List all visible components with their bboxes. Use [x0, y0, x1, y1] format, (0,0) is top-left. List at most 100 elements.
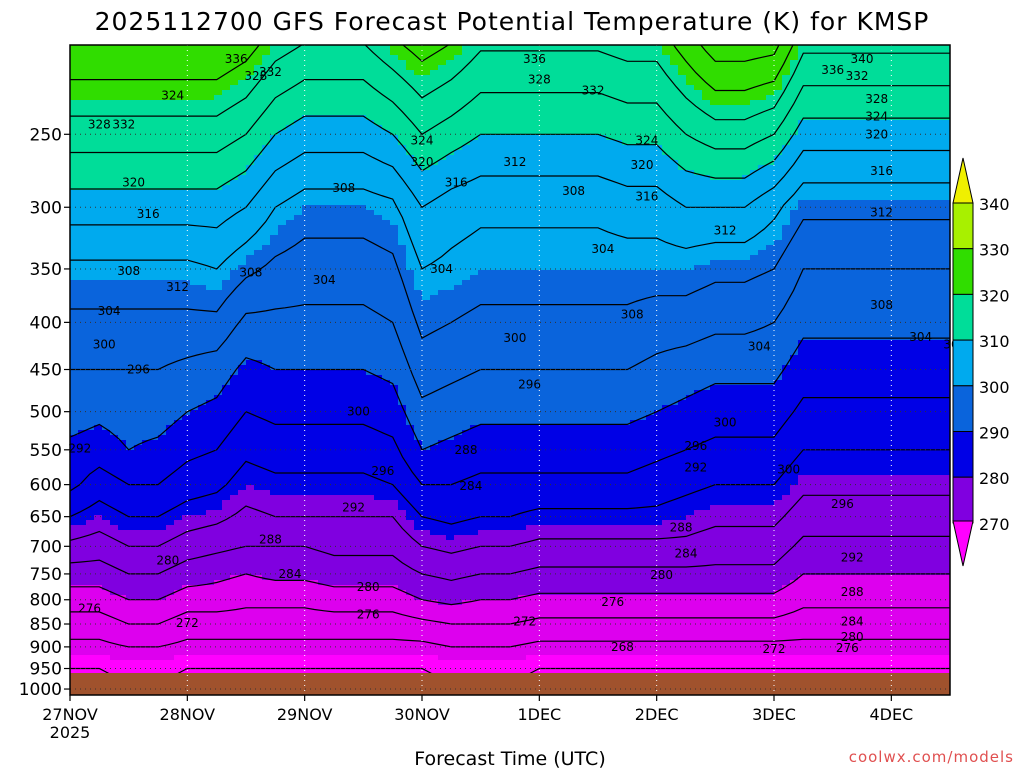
- theta-band-cell: [222, 260, 231, 266]
- theta-band-cell: [86, 235, 95, 241]
- theta-band-cell: [150, 645, 159, 651]
- theta-band-cell: [166, 585, 175, 591]
- theta-band-cell: [342, 445, 351, 451]
- theta-band-cell: [230, 360, 239, 366]
- theta-band-cell: [86, 365, 95, 371]
- theta-band-cell: [190, 240, 199, 246]
- theta-band-cell: [70, 310, 79, 316]
- theta-band-cell: [94, 360, 103, 366]
- theta-band-cell: [246, 385, 255, 391]
- theta-band-cell: [262, 550, 271, 556]
- theta-band-cell: [366, 225, 375, 231]
- theta-band-cell: [102, 185, 111, 191]
- theta-band-cell: [214, 310, 223, 316]
- theta-band-cell: [246, 500, 255, 506]
- theta-band-cell: [270, 485, 279, 491]
- theta-band-cell: [294, 365, 303, 371]
- theta-band-cell: [134, 630, 143, 636]
- theta-band-cell: [78, 570, 87, 576]
- theta-band-cell: [206, 45, 215, 51]
- theta-band-cell: [166, 660, 175, 666]
- theta-band-cell: [302, 155, 311, 161]
- theta-band-cell: [278, 150, 287, 156]
- theta-band-cell: [78, 425, 87, 431]
- theta-band-cell: [358, 405, 367, 411]
- theta-band-cell: [350, 570, 359, 576]
- theta-band-cell: [358, 295, 367, 301]
- theta-band-cell: [318, 315, 327, 321]
- theta-band-cell: [254, 370, 263, 376]
- theta-band-cell: [198, 255, 207, 261]
- theta-band-cell: [198, 410, 207, 416]
- theta-band-cell: [334, 530, 343, 536]
- theta-band-cell: [78, 180, 87, 186]
- theta-band-cell: [294, 500, 303, 506]
- theta-band-cell: [294, 325, 303, 331]
- theta-band-cell: [286, 260, 295, 266]
- theta-band-cell: [118, 70, 127, 76]
- theta-band-cell: [270, 505, 279, 511]
- theta-band-cell: [222, 485, 231, 491]
- theta-band-cell: [334, 60, 343, 66]
- theta-band-cell: [358, 535, 367, 541]
- theta-band-cell: [326, 125, 335, 131]
- theta-band-cell: [350, 665, 359, 671]
- theta-band-cell: [350, 155, 359, 161]
- theta-band-cell: [294, 270, 303, 276]
- theta-band-cell: [94, 665, 103, 671]
- theta-band-cell: [222, 660, 231, 666]
- theta-band-cell: [118, 355, 127, 361]
- theta-band-cell: [310, 50, 319, 56]
- theta-band-cell: [86, 590, 95, 596]
- theta-band-cell: [110, 525, 119, 531]
- theta-band-cell: [190, 75, 199, 81]
- theta-band-cell: [334, 275, 343, 281]
- theta-band-cell: [294, 590, 303, 596]
- theta-band-cell: [174, 330, 183, 336]
- theta-band-cell: [358, 135, 367, 141]
- theta-band-cell: [342, 495, 351, 501]
- theta-band-cell: [182, 430, 191, 436]
- theta-band-cell: [326, 60, 335, 66]
- theta-band-cell: [142, 405, 151, 411]
- theta-band-cell: [214, 485, 223, 491]
- theta-band-cell: [358, 290, 367, 296]
- theta-band-cell: [342, 130, 351, 136]
- theta-band-cell: [70, 575, 79, 581]
- theta-band-cell: [102, 165, 111, 171]
- theta-band-cell: [326, 50, 335, 56]
- theta-band-cell: [358, 105, 367, 111]
- theta-band-cell: [222, 160, 231, 166]
- theta-band-cell: [150, 180, 159, 186]
- theta-band-cell: [86, 505, 95, 511]
- theta-band-cell: [150, 70, 159, 76]
- theta-band-cell: [190, 535, 199, 541]
- theta-band-cell: [334, 560, 343, 566]
- chart-title: 2025112700 GFS Forecast Potential Temper…: [95, 7, 930, 36]
- theta-band-cell: [350, 505, 359, 511]
- theta-band-cell: [126, 605, 135, 611]
- theta-band-cell: [318, 610, 327, 616]
- theta-band-cell: [78, 485, 87, 491]
- theta-band-cell: [230, 565, 239, 571]
- theta-band-cell: [366, 130, 375, 136]
- theta-band-cell: [254, 70, 263, 76]
- theta-band-cell: [310, 345, 319, 351]
- theta-band-cell: [134, 185, 143, 191]
- theta-band-cell: [214, 60, 223, 66]
- theta-band-cell: [142, 330, 151, 336]
- theta-band-cell: [334, 115, 343, 121]
- theta-band-cell: [94, 660, 103, 666]
- theta-band-cell: [270, 440, 279, 446]
- theta-band-cell: [310, 55, 319, 61]
- theta-band-cell: [190, 245, 199, 251]
- theta-band-cell: [206, 455, 215, 461]
- theta-band-cell: [230, 130, 239, 136]
- theta-band-cell: [230, 645, 239, 651]
- theta-band-cell: [182, 185, 191, 191]
- theta-band-cell: [150, 240, 159, 246]
- theta-band-cell: [182, 510, 191, 516]
- theta-band-cell: [214, 605, 223, 611]
- theta-band-cell: [334, 550, 343, 556]
- theta-band-cell: [86, 325, 95, 331]
